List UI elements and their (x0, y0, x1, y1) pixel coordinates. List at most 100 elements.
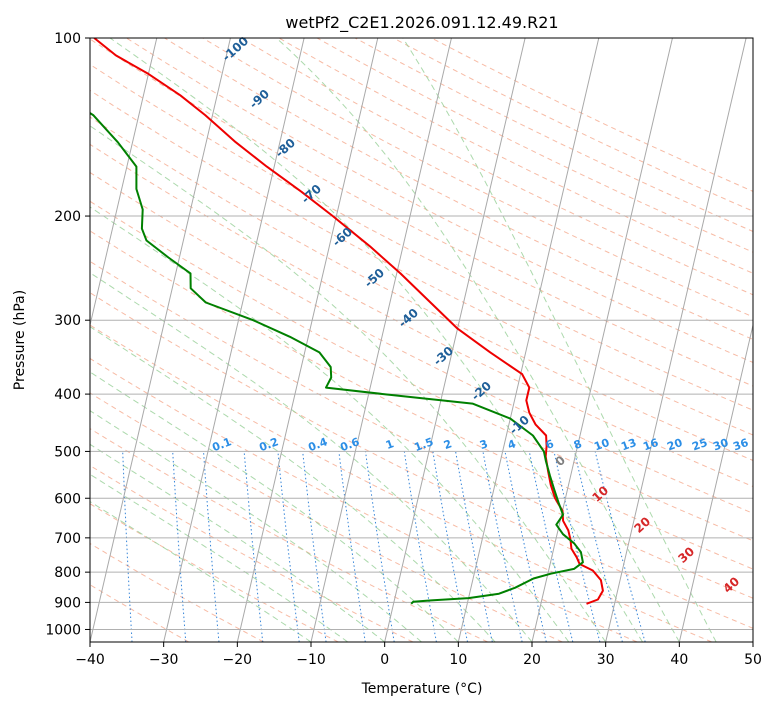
dry-adiabat (90, 260, 753, 599)
reference-lines (90, 38, 753, 642)
isotherm (531, 38, 673, 642)
dry-adiabat (354, 38, 753, 232)
x-tick-label: −40 (75, 652, 105, 668)
y-tick-label: 500 (54, 444, 81, 460)
y-tick-label: 600 (54, 491, 81, 507)
dry-adiabat (90, 116, 753, 461)
mixing-ratio-line (574, 451, 623, 642)
x-tick-label: 40 (670, 652, 688, 668)
mixing-ratio-label: 25 (690, 436, 709, 453)
mixing-ratio-label: 1.5 (412, 435, 435, 454)
isotherm (752, 639, 753, 642)
moist-adiabat (90, 473, 349, 642)
moist-adiabat (90, 371, 459, 642)
dry-adiabat (202, 38, 753, 318)
x-axis-label: Temperature (°C) (361, 681, 483, 697)
dry-adiabat (90, 200, 753, 542)
mixing-ratio-label: 0.6 (338, 435, 361, 454)
dewpoint-line (90, 111, 584, 605)
isotherm-label: 30 (675, 544, 697, 566)
mixing-ratio-label: 2 (442, 437, 454, 452)
y-axis-label: Pressure (hPa) (12, 290, 28, 390)
mixing-ratio-line (172, 451, 187, 642)
moist-adiabat (90, 206, 570, 642)
mixing-ratio-line (277, 451, 300, 642)
dry-adiabat (90, 542, 264, 642)
mixing-ratio-line (338, 451, 366, 642)
sounding-series (90, 38, 604, 605)
mixing-ratio-label: 1 (384, 437, 396, 452)
isotherm-label: 0 (553, 453, 569, 469)
dry-adiabat (90, 357, 638, 642)
moist-adiabat (90, 272, 533, 642)
isotherm (163, 38, 305, 642)
x-tick-label: 0 (380, 652, 389, 668)
dry-adiabat (90, 38, 753, 387)
dry-adiabat (316, 38, 753, 253)
moist-adiabat (90, 443, 385, 642)
dry-adiabat (90, 392, 563, 642)
x-tick-label: 20 (523, 652, 541, 668)
mixing-ratio-label: 20 (665, 436, 684, 454)
isotherm (90, 38, 158, 328)
isotherm (678, 322, 753, 642)
dry-adiabat (431, 38, 753, 192)
reference-labels: -100-90-80-70-60-50-40-30-20-10010203040… (210, 34, 750, 596)
dry-adiabat (90, 503, 339, 642)
moist-adiabat (109, 38, 643, 642)
mixing-ratio-label: 0.4 (306, 435, 329, 454)
moist-adiabat (90, 125, 607, 642)
moist-adiabat (90, 410, 422, 642)
mixing-ratio-line (365, 451, 395, 642)
y-axis-ticks: 100 200 300 400 500 600 700 800 900 1000 (45, 31, 90, 638)
mixing-ratio-line (455, 451, 493, 642)
chart-title: wetPf2_C2E1.2026.091.12.49.R21 (285, 13, 558, 33)
y-tick-label: 1000 (45, 622, 81, 638)
plot-frame (89, 37, 754, 643)
moist-adiabat (90, 326, 496, 642)
dry-adiabat (90, 143, 753, 488)
isotherm (384, 38, 526, 642)
x-tick-label: 10 (449, 652, 467, 668)
y-tick-label: 300 (54, 313, 81, 329)
y-tick-label: 700 (54, 531, 81, 547)
y-tick-label: 100 (54, 31, 81, 47)
mixing-ratio-label: 30 (711, 436, 730, 454)
dry-adiabat (90, 230, 753, 570)
isotherm-label: -20 (469, 379, 494, 404)
y-tick-label: 400 (54, 387, 81, 403)
isotherm-label: -40 (396, 306, 421, 331)
y-tick-label: 900 (54, 595, 81, 611)
mixing-ratio-line (504, 451, 547, 642)
isotherm (605, 38, 747, 642)
x-tick-label: −20 (223, 652, 253, 668)
x-axis-ticks: −40 −30 −20 −10 0 10 20 30 40 50 (75, 642, 762, 668)
temperature-line (93, 38, 604, 605)
dry-adiabat (90, 584, 190, 642)
dry-adiabat (90, 464, 414, 642)
dry-adiabat (90, 89, 753, 436)
moist-adiabat (402, 38, 717, 642)
isotherm-label: -50 (362, 266, 387, 291)
isotherm-label: -30 (431, 344, 456, 369)
mixing-ratio-label: 6 (544, 437, 556, 452)
mixing-ratio-label: 0.1 (210, 435, 233, 454)
dry-adiabat (240, 38, 753, 296)
mixing-ratio-line (594, 451, 646, 642)
dry-adiabat (90, 292, 753, 629)
mixing-ratio-line (302, 451, 327, 642)
pressure-gridlines (90, 37, 753, 630)
isotherm (90, 38, 231, 642)
mixing-ratio-line (243, 451, 264, 642)
isotherm (236, 38, 379, 642)
mixing-ratio-line (528, 451, 574, 642)
dry-adiabat (126, 38, 753, 363)
x-tick-label: −10 (296, 652, 326, 668)
moist-adiabat (276, 38, 680, 642)
mixing-ratio-label: 10 (592, 436, 611, 454)
isotherm-label: -90 (247, 87, 272, 112)
mixing-ratio-label: 0.2 (257, 435, 280, 454)
dry-adiabat (90, 171, 753, 514)
isotherm (457, 38, 600, 642)
